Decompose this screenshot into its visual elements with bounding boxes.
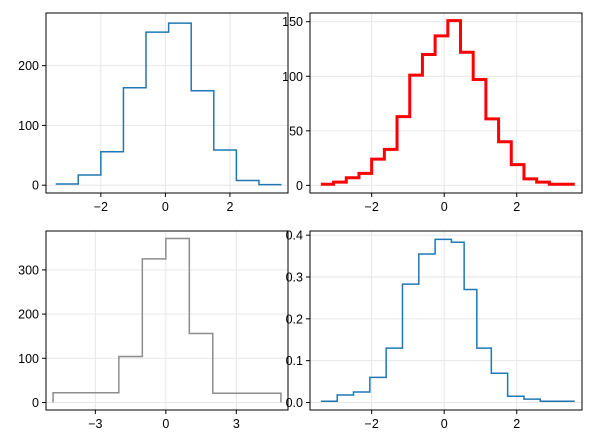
y-tick-label-1: 0.1 [286,354,303,368]
x-tick-label-1: 0 [441,417,448,431]
y-tick-label-2: 200 [18,59,39,73]
x-tick-label-2: 3 [233,417,240,431]
y-tick-label-3: 0.3 [286,271,303,285]
x-tick-label-2: 2 [513,200,520,214]
y-tick-label-1: 100 [18,119,39,133]
plot-frame [309,12,583,194]
y-tick-label-0: 0 [32,396,39,410]
y-tick-label-0: 0.0 [286,396,303,410]
y-tick-label-0: 0 [32,179,39,193]
x-tick-label-0: −3 [88,417,102,431]
y-tick-label-2: 0.2 [286,312,303,326]
plot-frame [309,230,583,411]
panel-top-left: −2 0 2 0 100 200 [18,12,289,214]
x-tick-label-1: 0 [441,200,448,214]
histogram-series-0 [320,238,575,402]
y-tick-label-0: 0 [296,179,303,193]
y-tick-label-3: 300 [18,263,39,277]
histogram-series-0 [52,237,282,403]
panel-top-right: −2 0 2 0 50 100 150 [282,12,583,214]
y-tick-label-1: 50 [289,124,303,138]
x-tick-label-1: 0 [162,200,169,214]
histogram-series-0 [55,22,282,186]
y-tick-label-1: 100 [18,352,39,366]
y-tick-label-3: 150 [282,15,303,29]
x-tick-label-0: −2 [365,200,379,214]
x-tick-label-1: 0 [162,417,169,431]
y-tick-label-2: 200 [18,308,39,322]
plot-frame [45,230,289,411]
histogram-series-0 [320,19,575,186]
x-tick-label-2: 2 [513,417,520,431]
plot-frame [45,12,289,194]
x-tick-label-0: −2 [94,200,108,214]
x-tick-label-0: −2 [365,417,379,431]
panel-bottom-left: −3 0 3 0 100 200 300 [18,230,289,431]
y-tick-label-4: 0.4 [286,229,303,243]
y-tick-label-2: 100 [282,70,303,84]
panel-bottom-right: −2 0 2 0.0 0.1 0.2 0.3 0.4 [286,229,583,431]
x-tick-label-2: 2 [226,200,233,214]
